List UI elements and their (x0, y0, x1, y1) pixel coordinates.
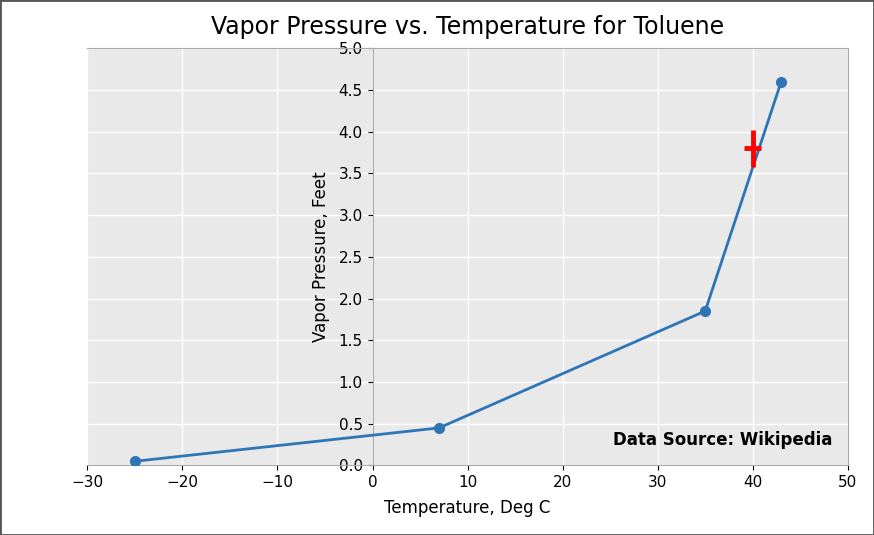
Title: Vapor Pressure vs. Temperature for Toluene: Vapor Pressure vs. Temperature for Tolue… (211, 16, 725, 39)
Y-axis label: Vapor Pressure, Feet: Vapor Pressure, Feet (312, 172, 330, 342)
Text: Data Source: Wikipedia: Data Source: Wikipedia (614, 431, 833, 449)
X-axis label: Temperature, Deg C: Temperature, Deg C (385, 499, 551, 516)
